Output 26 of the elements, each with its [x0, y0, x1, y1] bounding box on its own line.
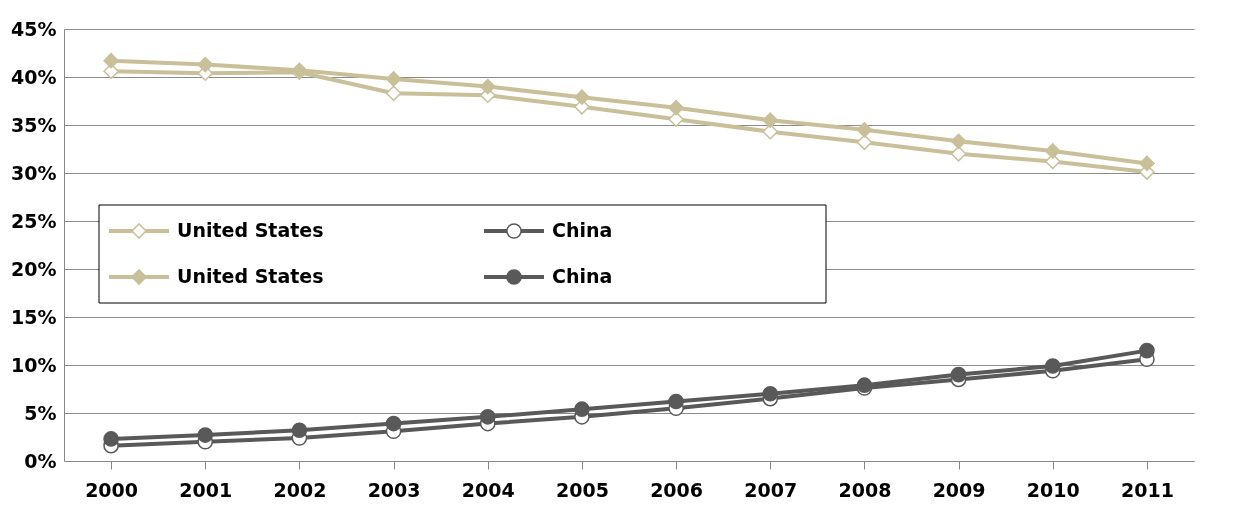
x-tick-label: 2009 [932, 478, 986, 501]
y-tick-label: 45% [11, 17, 57, 40]
x-tick-label: 2006 [650, 478, 704, 501]
y-tick-label: 15% [11, 305, 57, 328]
y-tick-label: 25% [11, 209, 57, 232]
legend-label: China [552, 219, 613, 241]
x-tick-label: 2002 [273, 478, 327, 501]
y-tick-label: 5% [24, 401, 57, 424]
y-tick-label: 30% [11, 161, 57, 184]
y-tick-label: 40% [11, 65, 57, 88]
x-tick-label: 2005 [555, 478, 609, 501]
x-tick-label: 2003 [367, 478, 421, 501]
y-tick-label: 10% [11, 353, 57, 376]
x-tick-label: 2011 [1120, 478, 1174, 501]
x-tick-label: 2010 [1026, 478, 1080, 501]
legend-label: United States [177, 265, 324, 287]
legend-label: China [552, 265, 613, 287]
x-tick-label: 2001 [179, 478, 233, 501]
y-tick-label: 35% [11, 113, 57, 136]
x-tick-label: 2007 [744, 478, 798, 501]
x-tick-label: 2004 [461, 478, 515, 501]
x-tick-label: 2000 [85, 478, 139, 501]
y-tick-label: 20% [11, 257, 57, 280]
y-tick-label: 0% [24, 449, 57, 472]
x-tick-label: 2008 [838, 478, 892, 501]
legend-label: United States [177, 219, 324, 241]
